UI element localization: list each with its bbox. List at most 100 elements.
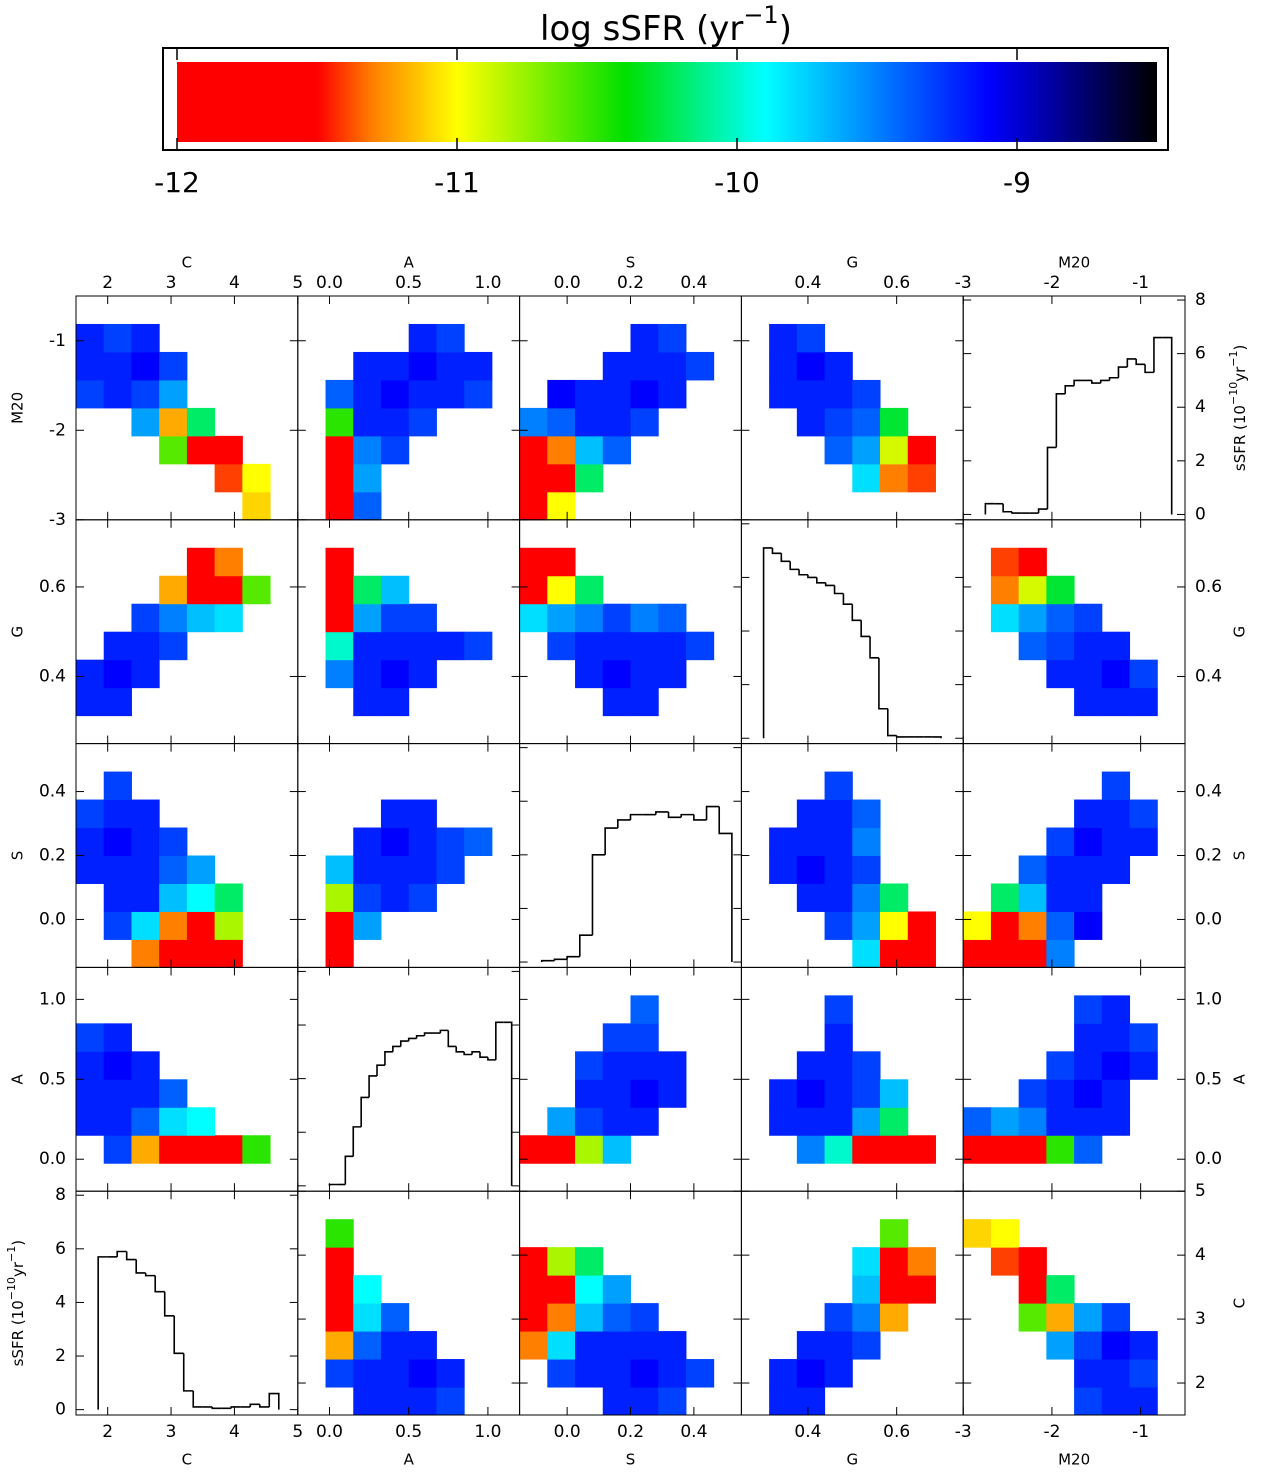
heatmap-cell xyxy=(1074,1331,1103,1360)
y-tick-label: 0.4 xyxy=(1195,782,1222,802)
histogram-bin xyxy=(540,959,555,963)
heatmap-cell xyxy=(436,323,465,353)
heatmap-cell xyxy=(353,883,382,912)
y-tick-label: 6 xyxy=(55,1239,66,1259)
heatmap-cell xyxy=(907,1275,936,1304)
heatmap-cell xyxy=(1101,855,1131,884)
heatmap-cell xyxy=(1046,939,1075,968)
heatmap-cell xyxy=(519,1275,548,1304)
heatmap-cell xyxy=(880,1303,909,1332)
heatmap-cell xyxy=(1074,1079,1103,1108)
heatmap-cell xyxy=(103,631,132,661)
histogram-bin xyxy=(833,585,844,595)
heatmap-cell xyxy=(575,1303,604,1332)
x-tick-label: 0.6 xyxy=(883,1422,910,1442)
colorbar-frame xyxy=(162,47,1169,151)
heatmap-cell xyxy=(824,1331,853,1360)
heatmap-cell xyxy=(547,379,576,409)
histogram-bin xyxy=(439,1029,449,1034)
heatmap-cell xyxy=(214,463,243,493)
heatmap-cell xyxy=(380,1303,410,1332)
histogram-bin xyxy=(376,1064,385,1076)
heatmap-cell xyxy=(990,1247,1020,1276)
heatmap-cell xyxy=(380,827,410,856)
heatmap-cell xyxy=(1101,1331,1131,1360)
heatmap-cell xyxy=(159,939,188,968)
heatmap-cell xyxy=(824,1051,853,1080)
x-tick-label: -1 xyxy=(1132,1422,1149,1442)
heatmap-cell xyxy=(353,1303,382,1332)
heatmap-cell xyxy=(1101,659,1131,689)
x-tick-label: 0.5 xyxy=(395,273,422,293)
heatmap-cell xyxy=(325,435,354,465)
heatmap-cell xyxy=(103,351,132,381)
heatmap-cell xyxy=(380,1331,410,1360)
heatmap-cell xyxy=(325,855,354,884)
heatmap-cell xyxy=(76,1023,105,1052)
heatmap-cell xyxy=(852,1051,881,1080)
heatmap-cell xyxy=(602,1387,631,1416)
colorbar-tick-label: -10 xyxy=(714,166,760,199)
heatmap-cell xyxy=(1046,855,1075,884)
heatmap-cell xyxy=(1074,995,1103,1024)
histogram-bin xyxy=(1002,503,1012,513)
heatmap-cell xyxy=(1018,547,1047,577)
histogram-bin xyxy=(1126,358,1137,368)
heatmap-cell xyxy=(547,631,576,661)
heatmap-cell xyxy=(76,799,105,829)
histogram-bin xyxy=(566,955,580,960)
heatmap-cell xyxy=(547,1107,576,1136)
histogram-bin xyxy=(860,620,871,638)
heatmap-cell xyxy=(630,379,659,409)
x-tick-label: 3 xyxy=(166,273,177,293)
heatmap-cell xyxy=(769,827,798,856)
heatmap-cell xyxy=(1018,1275,1047,1304)
heatmap-cell xyxy=(519,463,548,493)
heatmap-cell xyxy=(325,1219,354,1248)
heatmap-cell xyxy=(602,1331,631,1360)
heatmap-cell xyxy=(408,659,437,689)
heatmap-cell xyxy=(685,351,715,381)
heatmap-cell xyxy=(1018,631,1047,661)
y-tick-label: 8 xyxy=(55,1185,66,1205)
x-tick-label: -3 xyxy=(955,273,972,293)
heatmap-cell xyxy=(131,855,160,884)
y-tick-label: 2 xyxy=(1195,1373,1206,1393)
heatmap-cell xyxy=(1018,1303,1047,1332)
heatmap-cell xyxy=(658,1051,687,1080)
heatmap-cell xyxy=(880,463,909,493)
histogram-bin xyxy=(328,1183,338,1186)
heatmap-cell xyxy=(658,1359,687,1388)
y-tick-label: 0.0 xyxy=(39,1149,66,1169)
heatmap-cell xyxy=(880,911,909,940)
y-tick-label: 0.6 xyxy=(39,577,66,597)
histogram-bin xyxy=(1099,379,1110,384)
heatmap-cell xyxy=(159,827,188,856)
heatmap-cell xyxy=(824,855,853,884)
heatmap-cell xyxy=(602,1303,631,1332)
superscript: −10 xyxy=(1227,382,1240,405)
heatmap-cell xyxy=(1046,827,1075,856)
heatmap-cell xyxy=(186,603,216,633)
heatmap-cell xyxy=(1046,659,1075,689)
heatmap-cell xyxy=(990,1219,1020,1248)
label-part: sSFR (10 xyxy=(1231,405,1249,471)
heatmap-cell xyxy=(103,911,132,940)
heatmap-cell xyxy=(990,1107,1020,1136)
heatmap-cell xyxy=(353,435,382,465)
heatmap-cell xyxy=(214,1135,243,1164)
heatmap-cell xyxy=(1074,827,1103,856)
histogram-bin xyxy=(667,811,682,819)
y-tick-label: 0.2 xyxy=(39,846,66,866)
heatmap-cell xyxy=(963,911,992,940)
y-tick-label: 4 xyxy=(1195,1245,1206,1265)
heatmap-cell xyxy=(880,1135,909,1164)
heatmap-cell xyxy=(131,323,160,353)
heatmap-cell xyxy=(464,631,493,661)
heatmap-cell xyxy=(1018,575,1047,605)
colorbar xyxy=(177,62,1157,142)
heatmap-cell xyxy=(575,435,604,465)
heatmap-cell xyxy=(353,603,382,633)
heatmap-cell xyxy=(242,1135,271,1164)
heatmap-cell xyxy=(103,1023,132,1052)
